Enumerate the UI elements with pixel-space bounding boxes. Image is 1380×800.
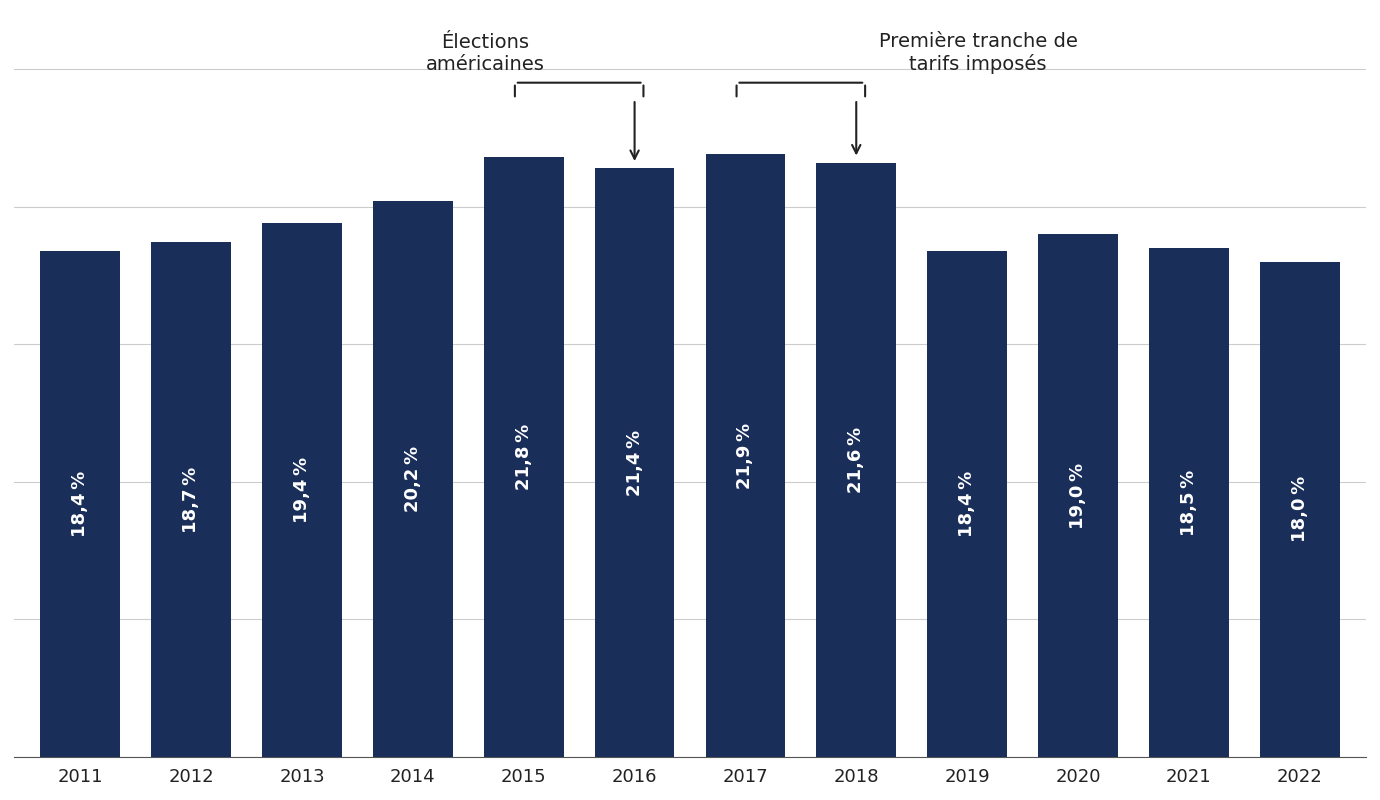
Bar <box>484 157 563 757</box>
Bar <box>927 250 1007 757</box>
Text: 19,4 %: 19,4 % <box>293 457 310 523</box>
Bar <box>705 154 785 757</box>
Text: 19,0 %: 19,0 % <box>1070 462 1087 529</box>
Bar <box>373 201 453 757</box>
Bar <box>40 250 120 757</box>
Text: 21,8 %: 21,8 % <box>515 424 533 490</box>
Bar <box>152 242 230 757</box>
Text: 18,4 %: 18,4 % <box>72 470 90 537</box>
Bar <box>1260 262 1340 757</box>
Text: 18,5 %: 18,5 % <box>1180 470 1198 535</box>
Text: Élections
américaines: Élections américaines <box>425 34 544 74</box>
Text: Première tranche de
tarifs imposés: Première tranche de tarifs imposés <box>879 32 1078 74</box>
Bar <box>595 168 675 757</box>
Bar <box>1038 234 1118 757</box>
Bar <box>1150 248 1228 757</box>
Text: 18,4 %: 18,4 % <box>958 470 976 537</box>
Text: 21,9 %: 21,9 % <box>737 422 755 489</box>
Text: 20,2 %: 20,2 % <box>404 446 422 512</box>
Bar <box>262 223 342 757</box>
Text: 21,4 %: 21,4 % <box>625 430 643 495</box>
Text: 18,7 %: 18,7 % <box>182 466 200 533</box>
Text: 18,0 %: 18,0 % <box>1290 476 1308 542</box>
Text: 21,6 %: 21,6 % <box>847 426 865 493</box>
Bar <box>817 162 896 757</box>
